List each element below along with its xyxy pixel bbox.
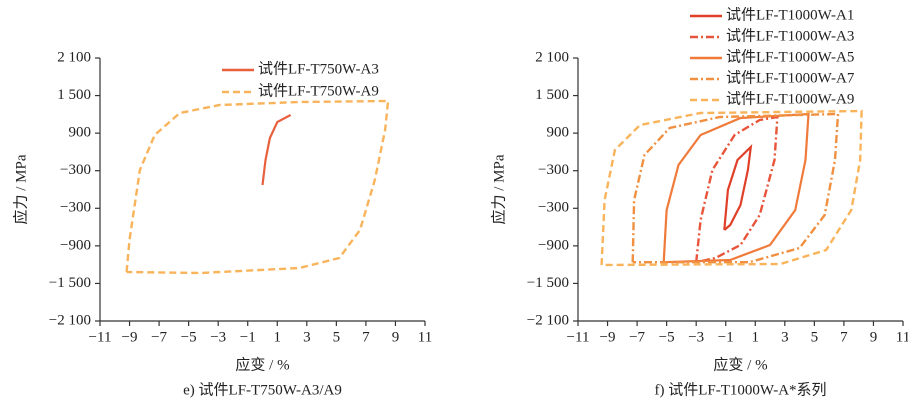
x-tick-label: −1 (718, 329, 734, 345)
x-tick-label: −9 (122, 329, 138, 345)
y-tick-label: −2 100 (527, 312, 569, 328)
series-line (695, 115, 779, 264)
x-tick-label: 5 (811, 329, 819, 345)
x-tick-label: −7 (151, 329, 167, 345)
x-axis-label: 应变 / % (713, 355, 767, 373)
x-tick-label: −3 (688, 329, 704, 345)
legend-label: 试件LF-T1000W-A7 (726, 69, 855, 86)
x-axis-label: 应变 / % (235, 355, 289, 373)
x-tick-label: −9 (600, 329, 616, 345)
x-tick-label: 3 (303, 329, 311, 345)
legend-label: 试件LF-T1000W-A9 (726, 90, 854, 107)
caption: f) 试件LF-T1000W-A*系列 (654, 381, 826, 398)
y-tick-label: 900 (547, 125, 570, 141)
x-tick-label: 9 (870, 329, 878, 345)
series-line (125, 99, 390, 275)
y-tick-label: −300 (538, 200, 569, 216)
y-tick-label: −1 500 (49, 275, 91, 291)
x-tick-label: 9 (392, 329, 400, 345)
x-tick-label: −11 (567, 329, 590, 345)
y-axis-label: 应力 / MPa (11, 154, 29, 224)
legend-label: 试件LF-T1000W-A1 (726, 6, 854, 23)
y-tick-label: −300 (60, 200, 91, 216)
x-tick-label: −1 (240, 329, 256, 345)
y-axis-label: 应力 / MPa (489, 154, 507, 224)
y-tick-label: −900 (538, 237, 569, 253)
x-tick-label: −11 (89, 329, 112, 345)
x-tick-label: 1 (752, 329, 760, 345)
x-tick-label: −5 (659, 329, 675, 345)
legend-label: 试件LF-T1000W-A3 (726, 27, 854, 44)
y-tick-label: −1 500 (527, 275, 569, 291)
x-tick-label: 7 (840, 329, 848, 345)
y-tick-label: −900 (60, 237, 91, 253)
series-line (600, 109, 863, 267)
y-tick-label: −300 (60, 162, 91, 178)
x-tick-label: 7 (362, 329, 370, 345)
x-tick-label: −7 (629, 329, 645, 345)
x-tick-label: 1 (274, 329, 282, 345)
y-tick-label: −300 (538, 162, 569, 178)
series-line (662, 112, 810, 264)
x-tick-label: −5 (181, 329, 197, 345)
series-line (261, 114, 292, 186)
x-tick-label: 11 (896, 329, 908, 345)
y-tick-label: 2 100 (57, 49, 91, 65)
x-tick-label: 11 (418, 329, 432, 345)
series-line (723, 144, 753, 231)
y-tick-label: 900 (69, 125, 92, 141)
x-tick-label: 3 (781, 329, 789, 345)
x-tick-label: 5 (333, 329, 341, 345)
y-tick-label: 2 100 (535, 49, 569, 65)
legend-label: 试件LF-T750W-A3 (258, 60, 379, 77)
legend-label: 试件LF-T750W-A9 (258, 82, 379, 99)
caption: e) 试件LF-T750W-A3/A9 (183, 381, 342, 398)
legend-label: 试件LF-T1000W-A5 (726, 48, 854, 65)
y-tick-label: −2 100 (49, 312, 91, 328)
series-line (631, 112, 840, 264)
x-tick-label: −3 (210, 329, 226, 345)
y-tick-label: 1 500 (535, 87, 569, 103)
y-tick-label: 1 500 (57, 87, 91, 103)
